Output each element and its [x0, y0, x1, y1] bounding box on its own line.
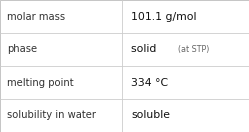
Text: phase: phase: [7, 44, 38, 55]
Text: solubility in water: solubility in water: [7, 110, 96, 121]
Text: molar mass: molar mass: [7, 11, 65, 22]
Text: solid: solid: [131, 44, 164, 55]
Text: 101.1 g/mol: 101.1 g/mol: [131, 11, 197, 22]
Text: (at STP): (at STP): [178, 45, 209, 54]
Text: melting point: melting point: [7, 77, 74, 88]
Text: soluble: soluble: [131, 110, 171, 121]
Text: 334 °C: 334 °C: [131, 77, 169, 88]
